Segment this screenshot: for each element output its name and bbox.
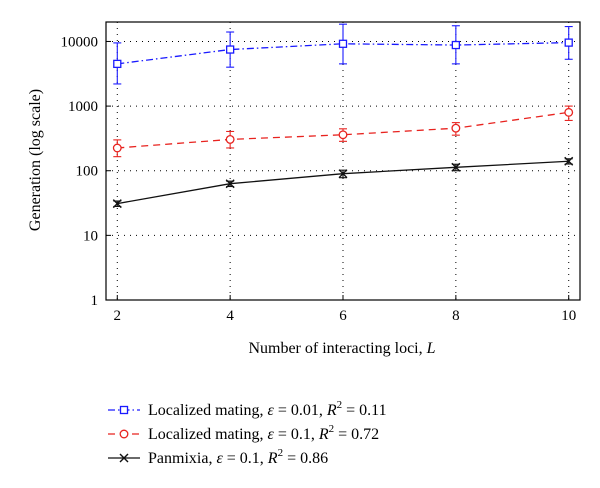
legend-swatch-marker-stroke (119, 453, 129, 463)
legend-label: Localized mating, ε = 0.1, R2 = 0.72 (148, 423, 379, 443)
data-point (564, 156, 574, 166)
data-point-stroke (112, 199, 122, 209)
series-2-line (117, 111, 569, 149)
legend-label-r-value: = 0.11 (342, 402, 386, 419)
legend-label-epsilon: ε (268, 426, 275, 443)
legend-label: Localized mating, ε = 0.01, R2 = 0.11 (148, 399, 387, 419)
data-point (338, 169, 348, 179)
legend-item-1: Localized mating, ε = 0.01, R2 = 0.11 (108, 399, 387, 419)
data-point (451, 123, 461, 133)
x-tick-label: 10 (561, 308, 576, 324)
legend-label-r-superscript: 2 (278, 447, 284, 459)
axis-ticks: 2 4 6 8 10 1 10 100 1000 10000 (61, 34, 577, 324)
x-axis-label: Number of interacting loci, L (248, 340, 435, 357)
legend-label-text: Panmixia, (148, 450, 216, 467)
legend-label-r: R (326, 402, 337, 419)
x-tick-label: 6 (339, 308, 347, 324)
x-tick-label: 8 (452, 308, 460, 324)
series-2 (112, 105, 574, 158)
legend-label-epsilon-value: = 0.01, (274, 402, 327, 419)
series-1-line (117, 41, 569, 65)
data-point (451, 40, 461, 50)
series-1 (113, 23, 573, 85)
legend: Localized mating, ε = 0.01, R2 = 0.11Loc… (108, 399, 387, 467)
legend-label-r: R (267, 450, 278, 467)
legend-label-r-value: = 0.72 (334, 426, 379, 443)
legend-item-2: Localized mating, ε = 0.1, R2 = 0.72 (108, 423, 379, 443)
data-point-stroke (225, 179, 235, 189)
data-point (225, 179, 235, 189)
legend-label-epsilon: ε (216, 450, 223, 467)
legend-swatch-marker (119, 405, 129, 415)
data-point (564, 107, 574, 117)
legend-label-r-superscript: 2 (329, 423, 335, 435)
legend-label-text: Localized mating, (148, 402, 268, 419)
data-point (338, 39, 348, 48)
x-axis-label-text: Number of interacting loci, (248, 340, 426, 357)
series-3-line (117, 160, 569, 205)
legend-label-text: Localized mating, (148, 426, 268, 443)
legend-label-epsilon-value: = 0.1, (223, 450, 268, 467)
y-tick-label: 1 (91, 293, 99, 309)
x-axis-label-variable: L (426, 340, 436, 357)
legend-label-r-superscript: 2 (337, 399, 343, 411)
data-point (112, 143, 122, 153)
legend-label: Panmixia, ε = 0.1, R2 = 0.86 (148, 447, 328, 467)
data-point (564, 38, 573, 47)
y-tick-label: 10000 (61, 34, 99, 50)
data-point (338, 130, 348, 140)
data-point (451, 162, 461, 172)
data-point (225, 134, 235, 144)
data-point (113, 59, 122, 69)
legend-label-epsilon-value: = 0.1, (274, 426, 319, 443)
legend-swatch-marker (119, 453, 129, 463)
data-point-stroke (338, 169, 348, 179)
series-layer (112, 23, 574, 209)
data-point-stroke (564, 156, 574, 166)
legend-label-r: R (318, 426, 329, 443)
legend-swatch-marker (119, 429, 129, 439)
legend-item-3: Panmixia, ε = 0.1, R2 = 0.86 (108, 447, 328, 467)
x-tick-label: 4 (226, 308, 234, 324)
y-tick-label: 100 (76, 164, 99, 180)
legend-label-epsilon: ε (268, 402, 275, 419)
x-tick-label: 2 (114, 308, 122, 324)
data-point (225, 45, 235, 54)
y-tick-label: 10 (83, 228, 98, 244)
data-point (112, 199, 122, 209)
legend-label-r-value: = 0.86 (283, 450, 328, 467)
data-point-stroke (451, 162, 461, 172)
y-axis-label: Generation (log scale) (27, 89, 44, 231)
y-tick-label: 1000 (68, 99, 98, 115)
series-3 (112, 156, 574, 209)
